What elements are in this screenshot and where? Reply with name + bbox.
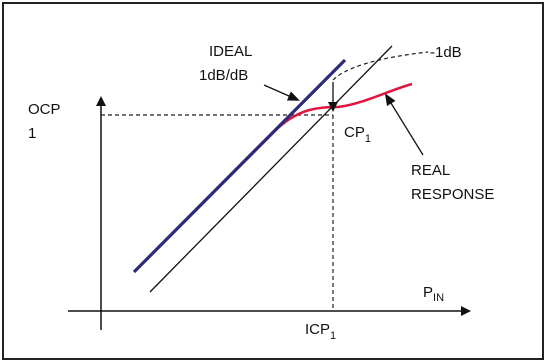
minus-1db-dashed-curve [332, 51, 429, 81]
cp1-label: CP1 [344, 124, 371, 145]
icp1-subscript: 1 [330, 330, 336, 342]
ideal-label-line1: IDEAL [209, 43, 252, 60]
diagram-frame [2, 2, 544, 360]
shifted-linear-line [149, 45, 393, 293]
pin-axis-label: PIN [423, 284, 444, 304]
ideal-label-line2: 1dB/dB [199, 67, 248, 84]
ideal-callout-arrow [263, 84, 300, 101]
real-label-line2: RESPONSE [411, 186, 494, 203]
icp1-main: ICP [305, 321, 330, 338]
ideal-line [132, 58, 347, 274]
ocp-label-line2: 1 [28, 125, 36, 142]
ocp-label-line1: OCP [28, 101, 61, 118]
real-response-curve [135, 82, 413, 271]
minus-1db-label: -1dB [430, 44, 462, 61]
real-label-line1: REAL [411, 162, 450, 179]
pin-subscript: IN [433, 292, 444, 304]
real-response-callout-arrow [384, 93, 424, 156]
cp1-subscript: 1 [365, 133, 371, 145]
icp1-axis-label: ICP1 [305, 321, 336, 342]
pin-main: P [423, 284, 433, 301]
cp1-main: CP [344, 124, 365, 141]
